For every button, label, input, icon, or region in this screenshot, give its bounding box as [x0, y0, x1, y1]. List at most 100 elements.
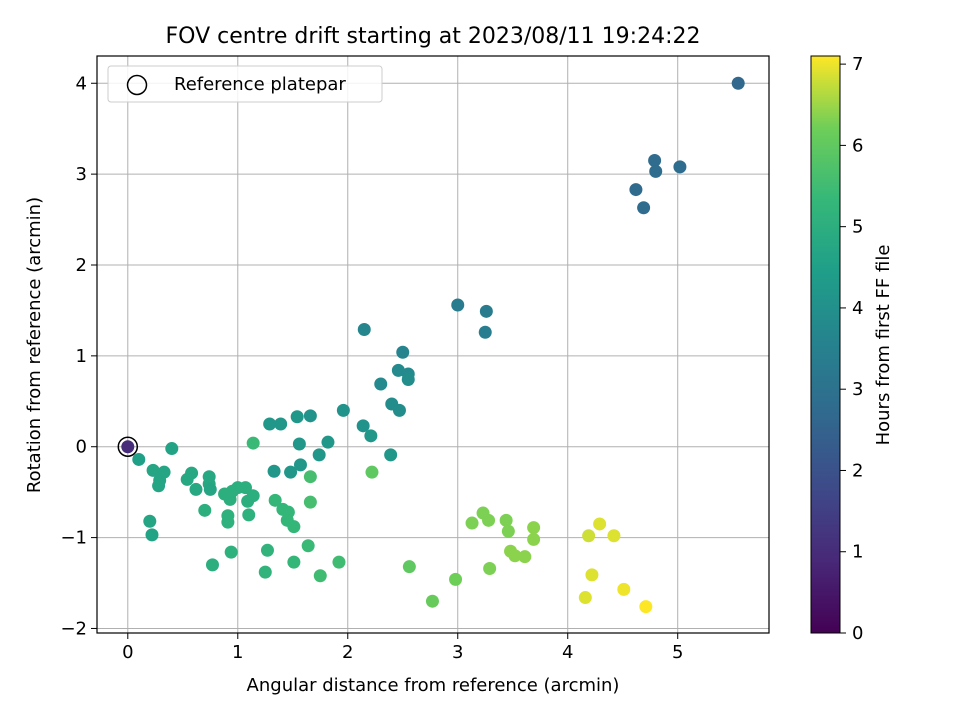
data-point	[731, 76, 745, 90]
data-point	[479, 304, 493, 318]
legend: Reference platepar	[107, 65, 383, 103]
colorbar-ticks: 0 1 2 3 4 5 6 7	[840, 54, 863, 644]
data-point	[292, 437, 306, 451]
data-point	[637, 201, 651, 215]
data-point	[617, 582, 631, 596]
data-point	[593, 517, 607, 531]
data-point	[336, 403, 350, 417]
data-point	[146, 463, 160, 477]
colorbar-tick-label: 3	[852, 379, 863, 400]
data-point	[267, 464, 281, 478]
y-tick-label: 0	[76, 437, 87, 458]
data-point	[303, 409, 317, 423]
reference-point-marker	[117, 436, 139, 457]
x-axis-ticks: 0 1 2 3 4 5	[122, 633, 683, 663]
y-tick-label: −1	[60, 528, 87, 549]
y-tick-label: 2	[76, 255, 87, 276]
data-point	[313, 569, 327, 583]
data-point	[268, 493, 282, 507]
data-points	[117, 76, 745, 614]
data-point	[578, 591, 592, 605]
data-point	[499, 513, 513, 527]
colorbar-gradient	[810, 55, 841, 634]
colorbar: 0 1 2 3 4 5 6 7 Hours from first FF file	[810, 54, 894, 644]
colorbar-tick-label: 1	[852, 542, 863, 563]
data-point	[365, 465, 379, 479]
y-tick-label: −2	[60, 618, 87, 639]
data-point	[312, 448, 326, 462]
data-point	[483, 561, 497, 575]
legend-marker-icon	[126, 74, 148, 96]
x-tick-label: 5	[672, 642, 683, 663]
data-point	[290, 410, 304, 424]
data-point	[482, 513, 496, 527]
data-point	[263, 417, 277, 431]
x-tick-label: 4	[562, 642, 573, 663]
y-axis-label: Rotation from reference (arcmin)	[24, 197, 45, 493]
plot-frame	[96, 55, 770, 634]
data-point	[401, 372, 415, 386]
data-point	[332, 555, 346, 569]
data-point	[501, 524, 515, 538]
data-point	[260, 543, 274, 557]
data-point	[203, 482, 217, 496]
data-point	[356, 419, 370, 433]
data-point	[321, 435, 335, 449]
data-point	[508, 549, 522, 563]
data-point	[242, 508, 256, 522]
data-point	[132, 452, 146, 466]
data-point	[527, 532, 541, 546]
colorbar-tick-label: 5	[852, 217, 863, 238]
data-point	[518, 550, 532, 564]
colorbar-tick-label: 7	[852, 54, 863, 75]
data-point	[585, 568, 599, 582]
y-tick-label: 1	[76, 346, 87, 367]
colorbar-tick-label: 2	[852, 460, 863, 481]
data-point	[451, 298, 465, 312]
data-point	[223, 492, 237, 506]
data-point	[648, 153, 662, 167]
data-point	[287, 555, 301, 569]
legend-entry-reference: Reference platepar	[174, 74, 346, 95]
data-point	[238, 481, 252, 495]
data-point	[185, 466, 199, 480]
data-point	[152, 479, 166, 493]
data-point	[391, 363, 405, 377]
x-tick-label: 3	[452, 642, 463, 663]
data-point	[301, 539, 315, 553]
data-point	[582, 529, 596, 543]
data-point	[364, 429, 378, 443]
data-point	[258, 565, 272, 579]
data-point	[224, 545, 238, 559]
y-axis-ticks: −2 −1 0 1 2 3 4	[60, 73, 97, 639]
data-point	[629, 183, 643, 197]
data-point	[287, 520, 301, 534]
data-point	[357, 323, 371, 337]
data-point	[607, 529, 621, 543]
data-point	[145, 528, 159, 542]
grid-lines	[97, 56, 769, 633]
data-point	[303, 470, 317, 484]
data-point	[673, 160, 687, 174]
data-point	[527, 521, 541, 535]
data-point	[221, 515, 235, 529]
data-point	[284, 465, 298, 479]
data-point	[639, 600, 653, 614]
chart-title: FOV centre drift starting at 2023/08/11 …	[166, 24, 701, 49]
data-point	[274, 417, 288, 431]
data-point	[293, 458, 307, 472]
data-point	[392, 403, 406, 417]
data-point	[396, 345, 410, 359]
x-tick-label: 0	[122, 642, 133, 663]
data-point	[198, 503, 212, 517]
data-point	[449, 572, 463, 586]
data-point	[465, 516, 479, 530]
data-point	[121, 440, 135, 454]
x-tick-label: 1	[232, 642, 243, 663]
data-point	[205, 558, 219, 572]
colorbar-tick-label: 4	[852, 298, 863, 319]
x-axis-label: Angular distance from reference (arcmin)	[247, 675, 620, 696]
data-point	[384, 448, 398, 462]
data-point	[165, 442, 179, 456]
